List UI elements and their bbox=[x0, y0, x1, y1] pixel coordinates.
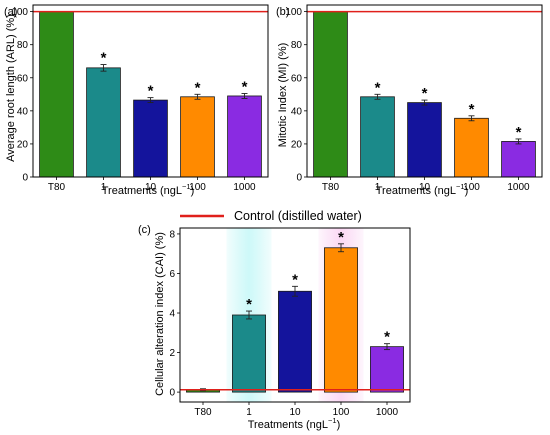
x-tick-label: 100 bbox=[463, 182, 480, 193]
bar-10 bbox=[133, 99, 168, 178]
bar-100 bbox=[324, 247, 358, 393]
bar-1000 bbox=[370, 346, 404, 393]
panel-a-xlabel: Treatments (ngL−1) bbox=[102, 182, 195, 197]
bar-T80 bbox=[39, 11, 74, 178]
legend-label: Control (distilled water) bbox=[234, 209, 362, 223]
bar-1 bbox=[360, 96, 395, 178]
panel-c-ylabel: Cellular alteration index (CAI) (%) bbox=[154, 232, 166, 396]
x-tick-label: T80 bbox=[322, 182, 340, 193]
y-tick-label: 80 bbox=[17, 40, 29, 51]
panel-a: (a) Average root length (ARL) (%) Treatm… bbox=[4, 4, 269, 197]
panel-b: (b) Mitotic Index (MI) (%) Treatments (n… bbox=[276, 4, 543, 197]
significance-star: * bbox=[195, 79, 201, 96]
panel-a-label: (a) bbox=[4, 6, 17, 18]
significance-star: * bbox=[292, 271, 298, 288]
bar-10 bbox=[407, 102, 442, 178]
x-tick-label: 1 bbox=[101, 182, 107, 193]
y-tick-label: 40 bbox=[17, 106, 29, 117]
panel-b-xlabel: Treatments (ngL−1) bbox=[376, 182, 469, 197]
bar-10 bbox=[278, 290, 312, 393]
bar-1 bbox=[86, 67, 121, 178]
bar-1 bbox=[232, 314, 266, 393]
significance-star: * bbox=[242, 78, 248, 95]
significance-star: * bbox=[384, 329, 390, 346]
y-tick-label: 60 bbox=[17, 73, 29, 84]
y-tick-label: 20 bbox=[291, 139, 303, 150]
bar-T80 bbox=[313, 11, 348, 178]
y-tick-label: 0 bbox=[22, 173, 28, 184]
significance-star: * bbox=[422, 85, 428, 102]
y-tick-label: 0 bbox=[169, 388, 175, 399]
y-tick-label: 20 bbox=[17, 139, 29, 150]
bar-1000 bbox=[501, 141, 536, 178]
significance-star: * bbox=[516, 124, 522, 141]
x-tick-label: T80 bbox=[194, 407, 212, 418]
panel-c: (c) Cellular alteration index (CAI) (%) … bbox=[138, 224, 411, 431]
plot-frame bbox=[306, 4, 543, 178]
x-tick-label: 1 bbox=[246, 407, 252, 418]
significance-star: * bbox=[375, 79, 381, 96]
bar-1000 bbox=[227, 95, 262, 178]
legend: Control (distilled water) bbox=[180, 209, 362, 223]
x-tick-label: T80 bbox=[48, 182, 66, 193]
x-tick-label: 100 bbox=[333, 407, 350, 418]
significance-star: * bbox=[101, 50, 107, 67]
x-tick-label: 1000 bbox=[233, 182, 256, 193]
x-tick-label: 10 bbox=[289, 407, 301, 418]
panel-b-label: (b) bbox=[276, 6, 289, 18]
panel-b-ylabel: Mitotic Index (MI) (%) bbox=[277, 43, 289, 148]
y-tick-label: 100 bbox=[285, 7, 302, 18]
x-tick-label: 10 bbox=[145, 182, 157, 193]
panel-a-ylabel: Average root length (ARL) (%) bbox=[5, 14, 17, 162]
y-tick-label: 0 bbox=[296, 173, 302, 184]
y-tick-label: 40 bbox=[291, 106, 303, 117]
y-tick-label: 80 bbox=[291, 40, 303, 51]
y-tick-label: 4 bbox=[169, 309, 175, 320]
y-tick-label: 8 bbox=[169, 229, 175, 240]
bar-100 bbox=[454, 117, 489, 178]
x-tick-label: 10 bbox=[419, 182, 431, 193]
significance-star: * bbox=[246, 296, 252, 313]
significance-star: * bbox=[148, 83, 154, 100]
y-tick-label: 6 bbox=[169, 269, 175, 280]
y-tick-label: 2 bbox=[169, 348, 175, 359]
y-tick-label: 100 bbox=[11, 7, 28, 18]
x-tick-label: 1000 bbox=[507, 182, 530, 193]
plot-frame bbox=[32, 4, 269, 178]
y-tick-label: 60 bbox=[291, 73, 303, 84]
bar-100 bbox=[180, 96, 215, 178]
x-tick-label: 100 bbox=[189, 182, 206, 193]
significance-star: * bbox=[338, 229, 344, 246]
x-tick-label: 1 bbox=[375, 182, 381, 193]
plot-frame bbox=[179, 227, 411, 403]
significance-star: * bbox=[469, 101, 475, 118]
x-tick-label: 1000 bbox=[376, 407, 399, 418]
panel-c-label: (c) bbox=[138, 224, 151, 236]
panel-c-xlabel: Treatments (ngL−1) bbox=[248, 416, 341, 431]
